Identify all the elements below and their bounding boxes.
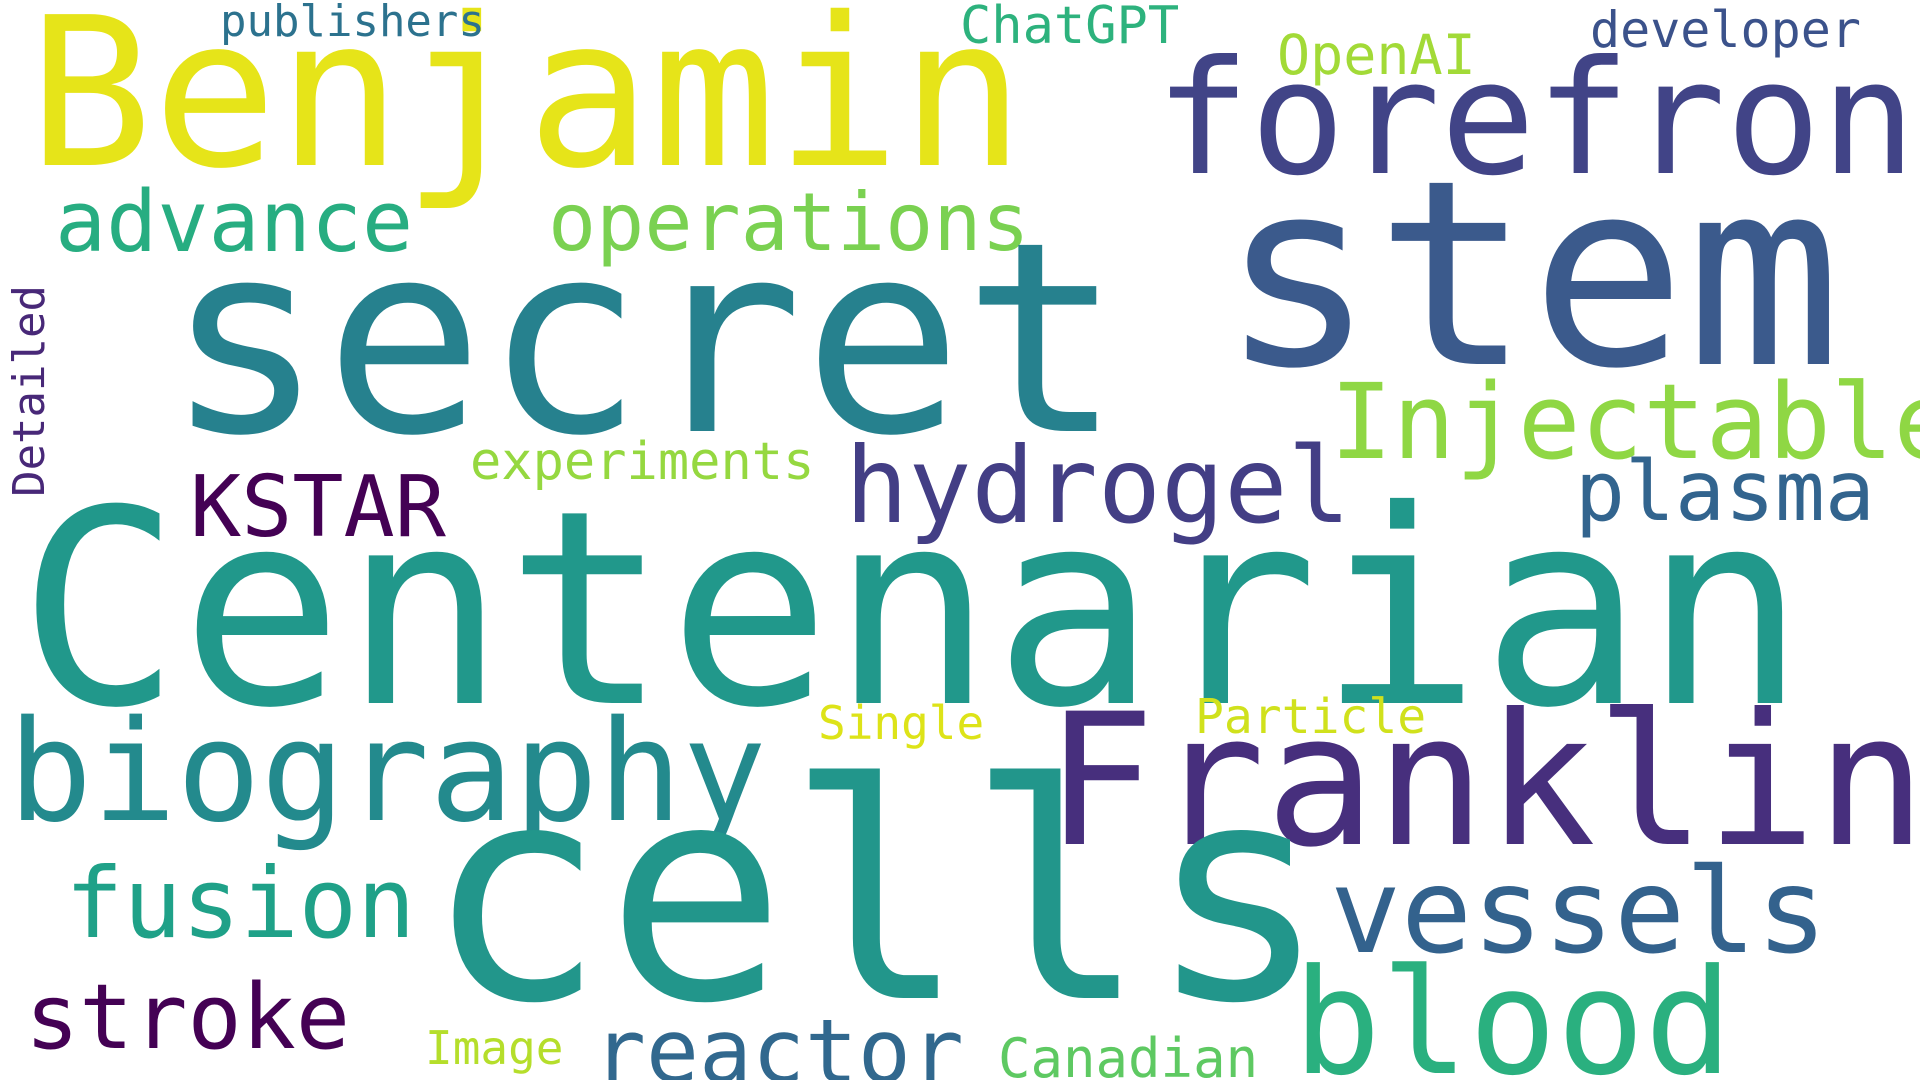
word-publishers: publishers [220, 0, 485, 47]
word-openai: OpenAI [1277, 23, 1476, 87]
word-stem: stem [1220, 125, 1842, 425]
word-franklin: Franklin [1045, 675, 1920, 888]
word-centenarian: Centenarian [18, 452, 1807, 767]
word-single: Single [818, 696, 985, 750]
word-benjamin: Benjamin [28, 0, 1025, 214]
word-experiments: experiments [470, 432, 815, 492]
word-particle: Particle [1195, 689, 1427, 745]
word-stroke: stroke [25, 965, 351, 1070]
word-canadian: Canadian [998, 1027, 1259, 1080]
word-injectable: Injectable [1330, 361, 1920, 483]
word-image: Image [425, 1021, 564, 1075]
word-secret: secret [165, 186, 1123, 494]
word-operations: operations [548, 176, 1030, 269]
word-vessels: vessels [1330, 842, 1828, 980]
word-blood: blood [1293, 938, 1733, 1080]
word-kstar: KSTAR [190, 458, 446, 557]
word-fusion: fusion [65, 847, 416, 960]
word-developer: developer [1590, 1, 1861, 59]
word-biography: biography [8, 691, 767, 854]
word-reactor: reactor [593, 1000, 964, 1080]
word-forefront: forefront [1155, 27, 1920, 211]
word-chatgpt: ChatGPT [960, 0, 1180, 56]
word-hydrogel: hydrogel [845, 425, 1351, 547]
word-plasma: plasma [1575, 443, 1875, 540]
word-advance: advance [55, 173, 414, 272]
word-cells: cells [425, 720, 1329, 1069]
